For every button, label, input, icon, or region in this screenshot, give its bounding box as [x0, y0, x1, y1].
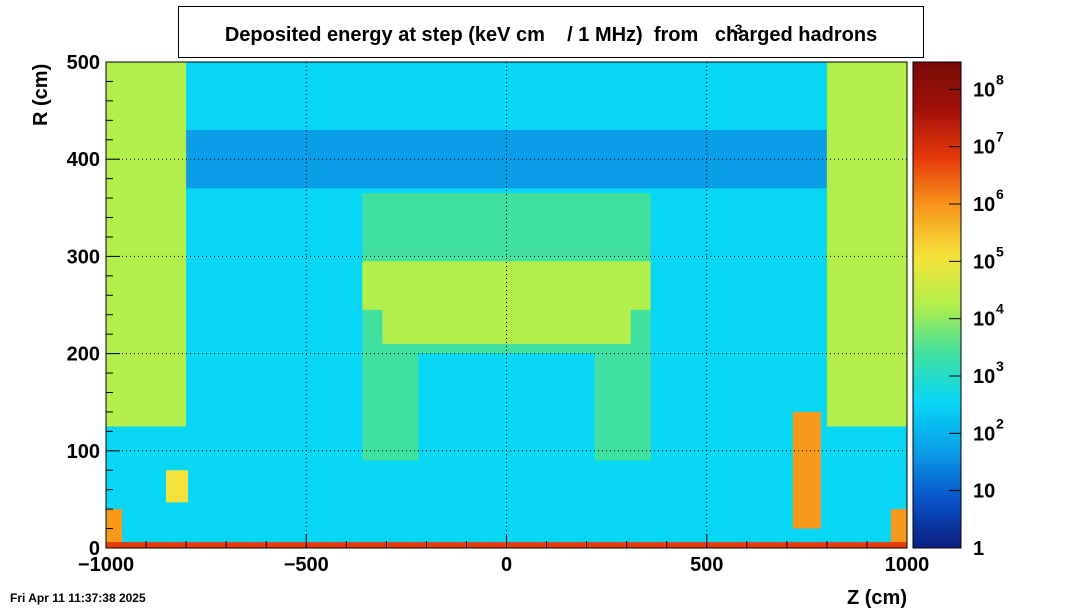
- y-tick-label: 400: [67, 149, 100, 171]
- x-tick-label: −500: [284, 554, 329, 576]
- timestamp: Fri Apr 11 11:37:38 2025: [10, 591, 146, 605]
- colorbar-tick-label: 10: [973, 79, 995, 101]
- x-tick-label: −1000: [78, 554, 134, 576]
- colorbar-tick-label: 10: [973, 251, 995, 273]
- heatmap-region-barrel-support: [382, 305, 631, 344]
- y-tick-label: 100: [67, 441, 100, 463]
- x-axis-label: Z (cm): [847, 587, 907, 609]
- x-tick-label: 0: [501, 554, 512, 576]
- y-tick-label: 200: [67, 344, 100, 366]
- colorbar-tick-exponent: 2: [996, 415, 1004, 431]
- colorbar-tick-exponent: 6: [996, 186, 1004, 202]
- heatmap-region-barrel-top: [362, 261, 651, 310]
- colorbar-tick-exponent: 7: [996, 129, 1004, 145]
- colorbar-tick-label: 10: [973, 366, 995, 388]
- axis-ticks: −1000 −500 0 500 1000 0 100 200 300 400 500: [67, 52, 930, 576]
- heatmap-region-hot-spot-left-small: [166, 470, 189, 503]
- y-tick-label: 500: [67, 52, 100, 74]
- y-tick-label: 300: [67, 246, 100, 268]
- x-tick-label: 500: [690, 554, 723, 576]
- heatmap-region-corner-left: [106, 509, 123, 544]
- colorbar-tick-exponent: 5: [996, 243, 1004, 259]
- heatmap-region-corner-right: [890, 509, 907, 544]
- chart-title: Deposited energy at step (keV cm / 1 MHz…: [224, 24, 878, 46]
- heatmap-region-hot-spot-right: [792, 411, 821, 529]
- colorbar-tick-label: 10: [973, 423, 995, 445]
- heatmap-region-endcap-muon-left: [106, 62, 187, 427]
- chart-title-superscript: -3: [730, 21, 743, 37]
- colorbar-tick-label: 10: [973, 137, 995, 159]
- colorbar-tick-exponent: 8: [996, 71, 1004, 87]
- heatmap-region-endcap-muon-right: [826, 62, 907, 427]
- colorbar-tick-exponent: 4: [996, 301, 1004, 317]
- x-tick-label: 1000: [885, 554, 930, 576]
- colorbar-tick-label: 10: [973, 309, 995, 331]
- colorbar-tick-label: 10: [973, 481, 995, 503]
- grid-lines: [106, 62, 907, 548]
- y-axis-label: R (cm): [30, 64, 52, 126]
- colorbar-tick-label: 10: [973, 194, 995, 216]
- y-tick-label: 0: [89, 538, 100, 560]
- colorbar-tick-exponent: 3: [996, 358, 1004, 374]
- heatmap-region-outer-upper-band: [106, 62, 907, 131]
- colorbar-tick-label: 1: [973, 538, 984, 560]
- colorbar-body: [912, 61, 962, 549]
- chart-title-box: Deposited energy at step (keV cm / 1 MHz…: [178, 6, 924, 58]
